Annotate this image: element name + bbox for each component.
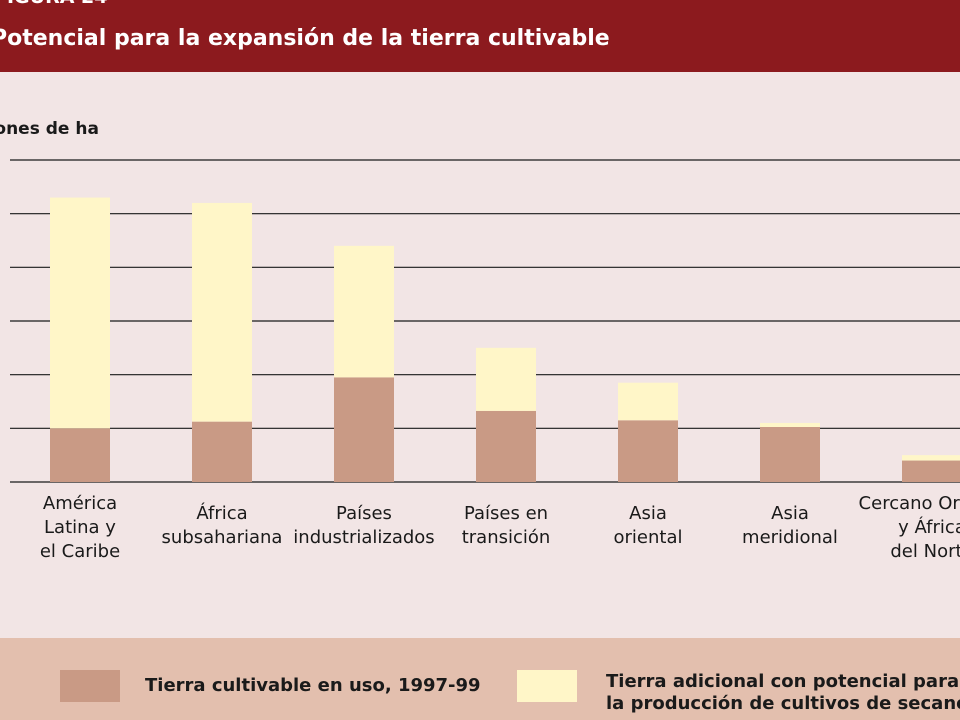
x-tick-label-4: Asia oriental: [614, 503, 683, 548]
bars: [50, 197, 960, 482]
chart-title: Potencial para la expansión de la tierra…: [0, 26, 610, 51]
bar-potential-2: [334, 245, 394, 378]
legend-label-potential-line1: Tierra adicional con potencial para: [606, 671, 960, 692]
bar-used-6: [902, 460, 960, 482]
x-tick-label-1: África subsahariana: [162, 502, 283, 548]
bar-used-0: [50, 428, 110, 482]
legend-swatch-potential: [517, 670, 577, 702]
bar-potential-4: [618, 382, 678, 421]
x-tick-label-5: Asia meridional: [742, 503, 838, 548]
legend-label-potential-line2: la producción de cultivos de secano: [606, 693, 960, 714]
bar-used-5: [760, 426, 820, 482]
y-axis-label: Millones de ha: [0, 119, 99, 139]
bar-potential-0: [50, 197, 110, 429]
x-tick-label-3: Países en transición: [462, 503, 551, 548]
figure-label: FIGURA 24: [0, 0, 107, 8]
legend-swatch-used: [60, 670, 120, 702]
bar-potential-3: [476, 347, 536, 411]
x-tick-label-2: Países industrializados: [293, 503, 434, 548]
bar-used-3: [476, 410, 536, 482]
bar-potential-6: [902, 455, 960, 461]
title-band: FIGURA 24 Potencial para la expansión de…: [0, 0, 960, 72]
bar-used-1: [192, 421, 252, 482]
bar-used-2: [334, 377, 394, 482]
bar-potential-5: [760, 422, 820, 427]
legend: Tierra cultivable en uso, 1997-99 Tierra…: [0, 638, 960, 720]
x-tick-labels: América Latina y el Caribe África subsaharia…: [40, 493, 960, 562]
bar-used-4: [618, 420, 678, 482]
bar-potential-1: [192, 202, 252, 422]
legend-label-potential: Tierra adicional con potencial para la p…: [606, 671, 960, 715]
x-tick-label-0: América Latina y el Caribe: [40, 493, 120, 562]
legend-label-used: Tierra cultivable en uso, 1997-99: [145, 675, 481, 696]
